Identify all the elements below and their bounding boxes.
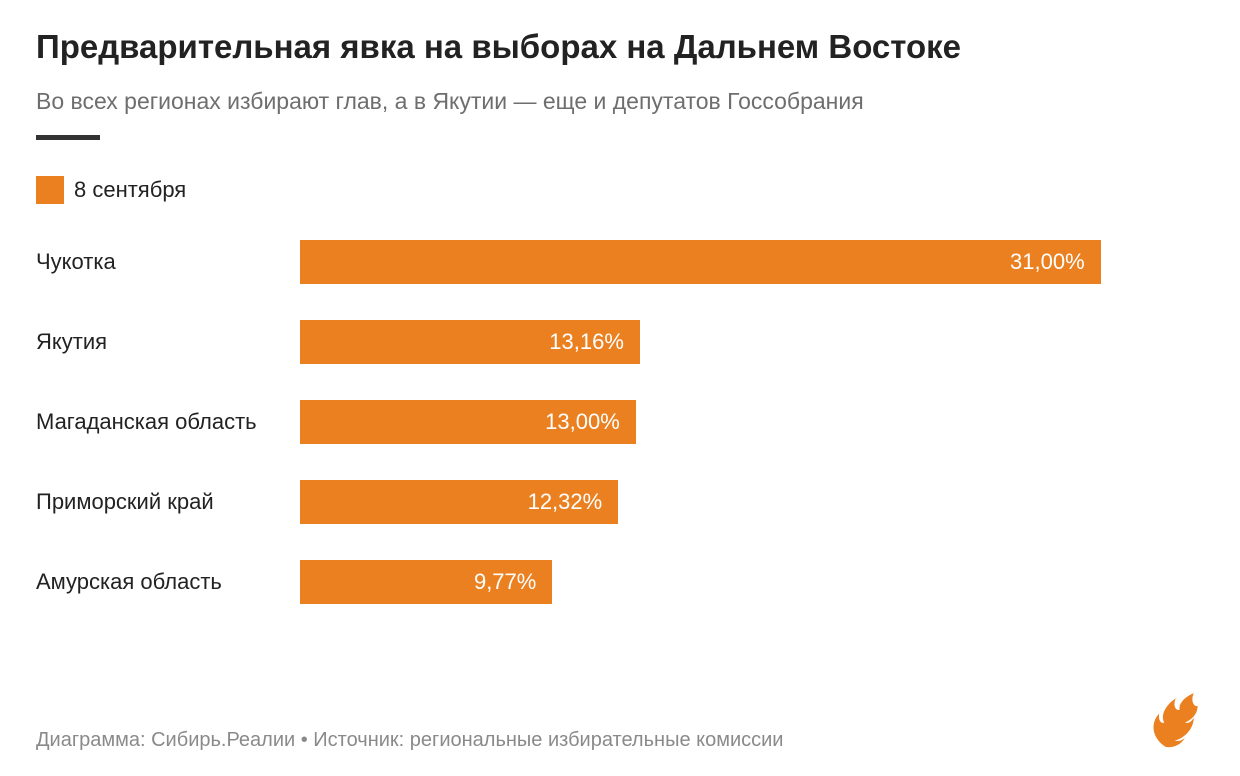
row-label: Приморский край (36, 489, 300, 515)
chart-row: Амурская область 9,77% (36, 554, 1204, 610)
row-label: Чукотка (36, 249, 300, 275)
chart-row: Магаданская область 13,00% (36, 394, 1204, 450)
chart-row: Чукотка 31,00% (36, 234, 1204, 290)
bar-chart: Чукотка 31,00% Якутия 13,16% Магаданская обл… (36, 234, 1204, 610)
bar: 31,00% (300, 240, 1101, 284)
bar-value: 9,77% (474, 569, 536, 595)
chart-credit: Диаграмма: Сибирь.Реалии • Источник: рег… (36, 729, 783, 752)
divider-rule (36, 135, 100, 140)
chart-subtitle: Во всех регионах избирают глав, а в Якут… (36, 88, 1204, 115)
legend-label: 8 сентября (74, 177, 186, 203)
bar-track: 13,00% (300, 400, 1204, 444)
row-label: Якутия (36, 329, 300, 355)
bar-track: 9,77% (300, 560, 1204, 604)
bar-value: 12,32% (528, 489, 603, 515)
bar-value: 31,00% (1010, 249, 1085, 275)
bar: 12,32% (300, 480, 618, 524)
bar-track: 12,32% (300, 480, 1204, 524)
row-label: Амурская область (36, 569, 300, 595)
bar-value: 13,16% (549, 329, 624, 355)
legend-swatch (36, 176, 64, 204)
legend: 8 сентября (36, 176, 1204, 204)
chart-row: Якутия 13,16% (36, 314, 1204, 370)
bar: 13,00% (300, 400, 636, 444)
bar: 9,77% (300, 560, 552, 604)
rferl-logo-icon (1140, 688, 1204, 752)
row-label: Магаданская область (36, 409, 300, 435)
bar-value: 13,00% (545, 409, 620, 435)
chart-title: Предварительная явка на выборах на Дальн… (36, 28, 1204, 66)
chart-row: Приморский край 12,32% (36, 474, 1204, 530)
bar-track: 13,16% (300, 320, 1204, 364)
bar-track: 31,00% (300, 240, 1204, 284)
bar: 13,16% (300, 320, 640, 364)
